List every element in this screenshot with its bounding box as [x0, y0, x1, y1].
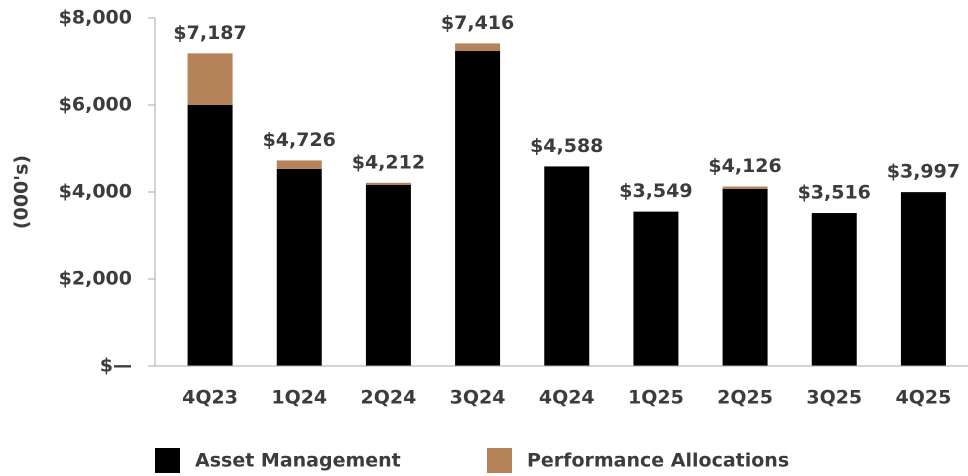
- total-label: $4,726: [263, 129, 336, 151]
- bar-segment: [365, 182, 411, 185]
- x-tick-label: 4Q24: [539, 387, 595, 409]
- bar-segment: [365, 184, 411, 366]
- y-tick-label: $6,000: [59, 94, 132, 116]
- x-tick-label: 2Q25: [717, 387, 773, 409]
- x-tick-label: 4Q25: [896, 387, 952, 409]
- legend-swatch: [487, 448, 512, 473]
- legend-swatch: [155, 448, 180, 473]
- bar-segment: [544, 166, 590, 366]
- total-label: $3,516: [798, 182, 871, 204]
- legend-label: Asset Management: [195, 450, 401, 472]
- y-tick-label: $—: [100, 355, 132, 377]
- y-tick-label: $8,000: [59, 7, 132, 29]
- x-tick-label: 2Q24: [361, 387, 417, 409]
- bar-segment: [187, 105, 233, 366]
- y-axis-label: (000's): [11, 155, 33, 229]
- total-label: $4,212: [352, 151, 425, 173]
- x-tick-label: 1Q25: [628, 387, 684, 409]
- bar-segment: [187, 53, 233, 105]
- total-label: $3,997: [887, 161, 960, 183]
- bar-segment: [455, 51, 501, 366]
- total-label: $4,126: [708, 155, 781, 177]
- total-label: $4,588: [530, 135, 603, 157]
- bar-segment: [900, 192, 946, 366]
- bar-segment: [722, 188, 768, 366]
- x-tick-label: 4Q23: [182, 387, 238, 409]
- bar-segment: [633, 211, 679, 366]
- bar-segment: [722, 186, 768, 189]
- x-tick-label: 1Q24: [271, 387, 327, 409]
- y-tick-label: $2,000: [59, 268, 132, 290]
- total-label: $7,416: [441, 12, 514, 34]
- total-label: $7,187: [173, 22, 246, 44]
- bar-segment: [811, 213, 857, 366]
- x-tick-label: 3Q24: [450, 387, 506, 409]
- legend-label: Performance Allocations: [527, 450, 789, 472]
- x-tick-label: 3Q25: [806, 387, 862, 409]
- y-tick-label: $4,000: [59, 181, 132, 203]
- bar-segment: [276, 168, 322, 366]
- total-label: $3,549: [619, 180, 692, 202]
- bar-segment: [276, 160, 322, 169]
- bar-segment: [455, 43, 501, 52]
